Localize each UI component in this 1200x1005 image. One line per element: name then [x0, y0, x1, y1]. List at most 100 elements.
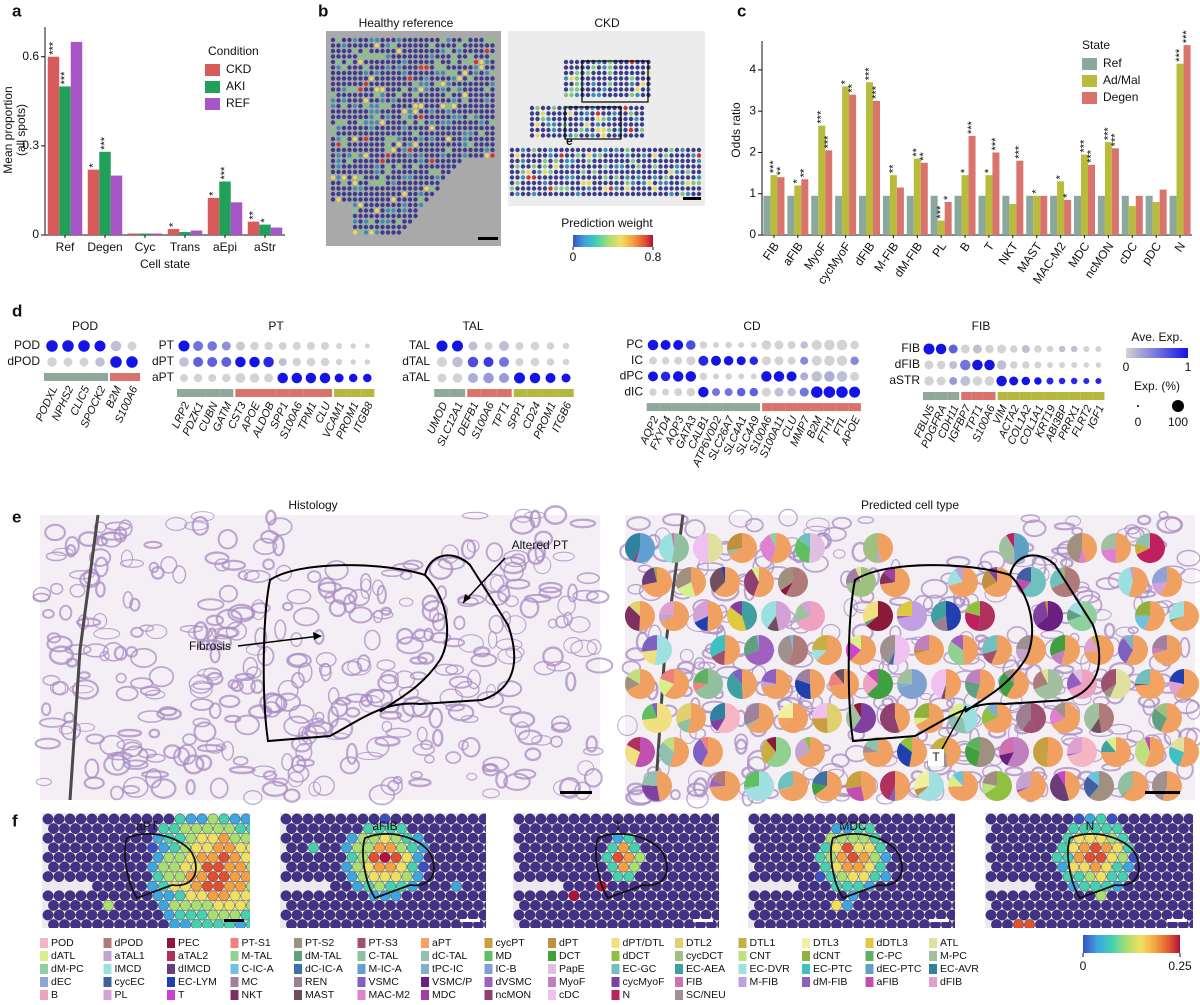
tissue-texture: [555, 615, 569, 629]
pie-wedge: [863, 737, 893, 767]
map-spot: [891, 890, 903, 902]
spot: [407, 59, 413, 65]
spot: [636, 175, 641, 180]
pie-wedge: [659, 533, 674, 563]
tissue-texture: [334, 696, 352, 706]
arrow-head: [463, 594, 471, 603]
spot: [396, 92, 402, 98]
spot: [625, 153, 630, 158]
map-spot: [618, 842, 629, 854]
bar: [787, 195, 795, 235]
spot: [639, 105, 645, 111]
spot: [484, 87, 490, 92]
map-spot: [1073, 871, 1085, 882]
spot: [490, 125, 495, 131]
spot: [634, 127, 639, 133]
map-spot: [379, 813, 391, 825]
tissue-texture: [44, 523, 67, 542]
spot: [542, 164, 548, 169]
spot: [402, 125, 407, 131]
legend-label: cycDCT: [686, 950, 724, 962]
spot: [352, 37, 358, 43]
tissue-texture: [442, 637, 466, 648]
pie-wedge: [1099, 703, 1114, 733]
pie-wedge: [709, 779, 725, 787]
map-spot: [308, 842, 319, 854]
tissue-texture: [461, 511, 489, 520]
map-spot: [524, 909, 536, 921]
map-spot: [490, 910, 500, 920]
spot: [429, 70, 435, 76]
spot: [457, 70, 462, 76]
tissue-texture: [115, 672, 127, 684]
tissue-texture: [380, 569, 404, 578]
spot: [424, 197, 429, 202]
spot: [413, 158, 418, 164]
map-spot: [207, 890, 219, 902]
pie-wedge: [888, 786, 895, 801]
map-spot: [240, 832, 250, 844]
spot: [606, 127, 612, 133]
map-spot: [1035, 861, 1046, 873]
pie-wedge: [1053, 703, 1065, 718]
spot: [374, 186, 380, 191]
pie-wedge: [914, 771, 929, 790]
spot: [358, 37, 363, 43]
map-spot: [114, 842, 125, 854]
dot: [673, 340, 684, 350]
spot: [402, 224, 407, 230]
legend-label: M-PC: [940, 950, 967, 962]
spot: [581, 180, 586, 186]
dot: [774, 387, 784, 397]
spot: [509, 158, 515, 164]
spot: [369, 48, 374, 54]
spot: [363, 37, 369, 43]
pie-wedge: [742, 669, 757, 699]
spot: [457, 48, 462, 54]
map-spot: [612, 852, 624, 863]
map-spot: [185, 871, 197, 882]
map-spot: [814, 871, 826, 882]
pie-wedge: [1134, 737, 1150, 767]
map-spot: [53, 909, 65, 921]
tissue-texture: [385, 727, 412, 738]
spot: [608, 164, 614, 169]
spot: [374, 191, 380, 197]
map-spot: [396, 823, 407, 834]
map-spot: [218, 871, 230, 882]
map-spot: [574, 900, 585, 911]
spot: [685, 180, 691, 186]
spot: [685, 164, 691, 169]
map-spot: [456, 852, 468, 863]
map-spot: [618, 880, 629, 892]
tissue-texture: [65, 543, 77, 558]
spot: [595, 133, 601, 138]
spot: [429, 120, 435, 125]
map-spot: [180, 861, 191, 873]
map-spot: [130, 852, 142, 863]
map-spot: [689, 832, 701, 844]
pie-wedge: [727, 533, 742, 551]
map-spot: [897, 842, 908, 854]
spot: [608, 191, 614, 197]
map-spot: [958, 871, 968, 881]
dot: [291, 372, 303, 384]
spot: [623, 111, 628, 116]
spot: [652, 191, 658, 197]
pie-wedge: [848, 635, 861, 650]
tissue-texture: [920, 692, 933, 701]
spot: [418, 98, 424, 103]
tissue-texture: [188, 674, 213, 694]
pie-wedge: [917, 771, 944, 802]
map-spot: [434, 890, 446, 902]
dot: [984, 359, 995, 371]
map-spot: [473, 842, 484, 854]
map-spot: [363, 900, 374, 911]
map-spot: [946, 909, 955, 921]
legend-swatch: [929, 951, 937, 961]
dot: [546, 358, 555, 366]
spot: [347, 76, 352, 81]
spot: [336, 114, 341, 120]
map-spot: [1189, 900, 1193, 911]
map-spot: [1079, 842, 1090, 854]
